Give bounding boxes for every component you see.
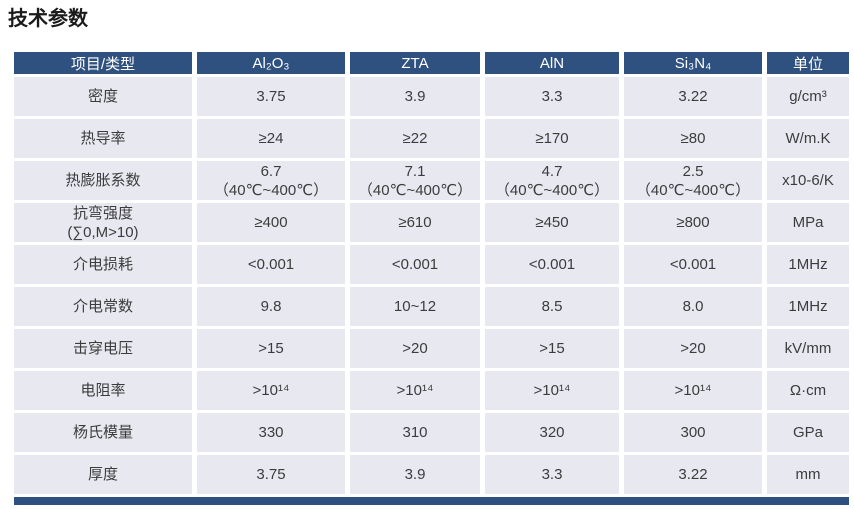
- unit-cell: MPa: [767, 203, 849, 242]
- value-cell: >10¹⁴: [197, 371, 345, 410]
- unit-cell: 1MHz: [767, 287, 849, 326]
- value-cell: >20: [624, 329, 762, 368]
- unit-cell: kV/mm: [767, 329, 849, 368]
- value-cell: >15: [485, 329, 619, 368]
- table-row: 抗弯强度 (∑0,M>10) ≥400 ≥610 ≥450 ≥800 MPa: [14, 203, 849, 242]
- value-cell: >10¹⁴: [485, 371, 619, 410]
- table-header: 项目/类型 Al₂O₃ ZTA AlN Si₃N₄ 单位: [14, 52, 849, 74]
- row-label-cell: 热膨胀系数: [14, 161, 192, 200]
- header-cell-aln: AlN: [485, 52, 619, 74]
- value-cell: ≥22: [350, 119, 480, 158]
- header-cell-zta: ZTA: [350, 52, 480, 74]
- value-cell: 3.75: [197, 77, 345, 116]
- page-title: 技术参数: [8, 8, 88, 30]
- row-label-cell: 电阻率: [14, 371, 192, 410]
- table-row: 密度 3.75 3.9 3.3 3.22 g/cm³: [14, 77, 849, 116]
- value-cell: <0.001: [624, 245, 762, 284]
- value-cell: ≥24: [197, 119, 345, 158]
- header-row: 项目/类型 Al₂O₃ ZTA AlN Si₃N₄ 单位: [14, 52, 849, 74]
- row-label-cell: 厚度: [14, 455, 192, 494]
- value-cell: >10¹⁴: [624, 371, 762, 410]
- value-cell: ≥80: [624, 119, 762, 158]
- value-cell: 7.1 （40℃~400℃）: [350, 161, 480, 200]
- value-cell: ≥400: [197, 203, 345, 242]
- value-cell: 310: [350, 413, 480, 452]
- table-row: 击穿电压 >15 >20 >15 >20 kV/mm: [14, 329, 849, 368]
- page: 技术参数 项目/类型 Al₂O₃ ZTA AlN Si₃N₄ 单位 密度 3.75…: [0, 6, 854, 505]
- value-cell: 6.7 （40℃~400℃）: [197, 161, 345, 200]
- value-cell: ≥800: [624, 203, 762, 242]
- value-cell: 4.7 （40℃~400℃）: [485, 161, 619, 200]
- value-cell: 3.75: [197, 455, 345, 494]
- value-cell: >15: [197, 329, 345, 368]
- unit-cell: GPa: [767, 413, 849, 452]
- header-cell-unit: 单位: [767, 52, 849, 74]
- value-cell: 10~12: [350, 287, 480, 326]
- value-cell: 3.3: [485, 455, 619, 494]
- value-cell: 9.8: [197, 287, 345, 326]
- table-body: 密度 3.75 3.9 3.3 3.22 g/cm³ 热导率 ≥24 ≥22 ≥170 ≥80 W/m…: [14, 77, 849, 494]
- table-row: 电阻率 >10¹⁴ >10¹⁴ >10¹⁴ >10¹⁴ Ω·cm: [14, 371, 849, 410]
- unit-cell: 1MHz: [767, 245, 849, 284]
- next-table-header-partial: [14, 497, 849, 505]
- unit-cell: Ω·cm: [767, 371, 849, 410]
- table-row: 热导率 ≥24 ≥22 ≥170 ≥80 W/m.K: [14, 119, 849, 158]
- unit-cell: mm: [767, 455, 849, 494]
- row-label-cell: 抗弯强度 (∑0,M>10): [14, 203, 192, 242]
- value-cell: 3.22: [624, 77, 762, 116]
- unit-cell: x10-6/K: [767, 161, 849, 200]
- table-row: 杨氏模量 330 310 320 300 GPa: [14, 413, 849, 452]
- value-cell: <0.001: [350, 245, 480, 284]
- table-row: 厚度 3.75 3.9 3.3 3.22 mm: [14, 455, 849, 494]
- value-cell: 3.9: [350, 77, 480, 116]
- value-cell: <0.001: [197, 245, 345, 284]
- value-cell: 8.5: [485, 287, 619, 326]
- table-row: 介电常数 9.8 10~12 8.5 8.0 1MHz: [14, 287, 849, 326]
- unit-cell: W/m.K: [767, 119, 849, 158]
- value-cell: 300: [624, 413, 762, 452]
- value-cell: ≥170: [485, 119, 619, 158]
- spec-table: 项目/类型 Al₂O₃ ZTA AlN Si₃N₄ 单位 密度 3.75 3.9 3.…: [9, 49, 854, 497]
- value-cell: 8.0: [624, 287, 762, 326]
- value-cell: 2.5 （40℃~400℃）: [624, 161, 762, 200]
- header-cell-al2o3: Al₂O₃: [197, 52, 345, 74]
- value-cell: >20: [350, 329, 480, 368]
- table-row: 介电损耗 <0.001 <0.001 <0.001 <0.001 1MHz: [14, 245, 849, 284]
- value-cell: 3.9: [350, 455, 480, 494]
- value-cell: 320: [485, 413, 619, 452]
- value-cell: 3.3: [485, 77, 619, 116]
- row-label-cell: 杨氏模量: [14, 413, 192, 452]
- row-label-cell: 介电损耗: [14, 245, 192, 284]
- value-cell: 3.22: [624, 455, 762, 494]
- header-cell-item-type: 项目/类型: [14, 52, 192, 74]
- value-cell: ≥450: [485, 203, 619, 242]
- value-cell: ≥610: [350, 203, 480, 242]
- row-label-cell: 热导率: [14, 119, 192, 158]
- table-row: 热膨胀系数 6.7 （40℃~400℃） 7.1 （40℃~400℃） 4.7 （40…: [14, 161, 849, 200]
- header-cell-si3n4: Si₃N₄: [624, 52, 762, 74]
- row-label-cell: 介电常数: [14, 287, 192, 326]
- value-cell: <0.001: [485, 245, 619, 284]
- value-cell: 330: [197, 413, 345, 452]
- row-label-cell: 密度: [14, 77, 192, 116]
- row-label-cell: 击穿电压: [14, 329, 192, 368]
- unit-cell: g/cm³: [767, 77, 849, 116]
- value-cell: >10¹⁴: [350, 371, 480, 410]
